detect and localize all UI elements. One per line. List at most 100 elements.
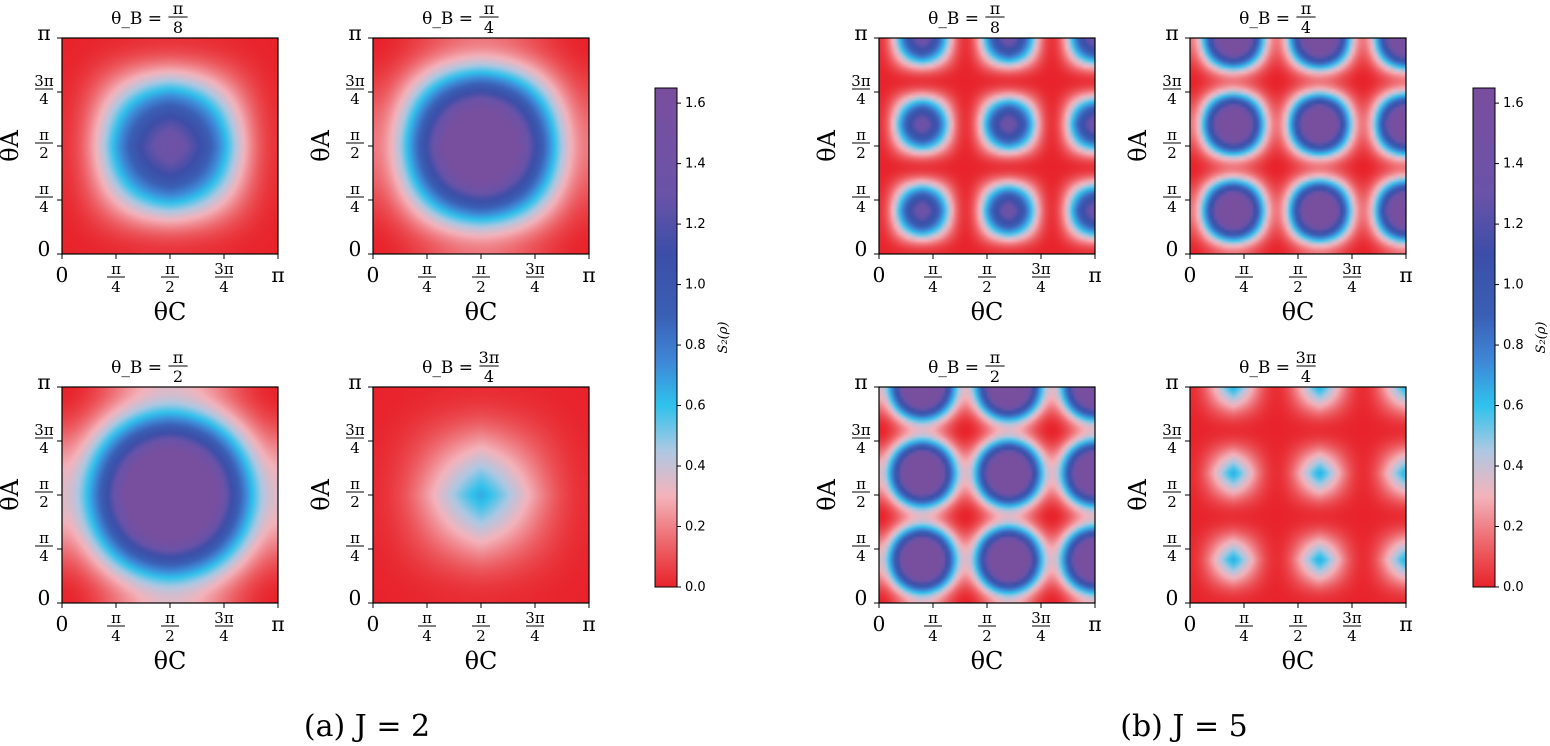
y-tick-label-den: 4 — [39, 198, 49, 216]
y-tick-label-num: 3π — [851, 421, 871, 439]
x-tick-label-val: 0 — [367, 612, 380, 636]
panel-title-lhs: θ_B = — [1239, 358, 1290, 378]
x-tick-label: 3π4 — [214, 260, 234, 296]
x-tick-label: 0 — [873, 612, 886, 636]
x-tick-label-den: 2 — [165, 278, 175, 296]
y-tick-label-num: 3π — [345, 421, 365, 439]
panel-title-lhs: θ_B = — [422, 9, 473, 29]
x-tick-label-den: 4 — [1239, 627, 1249, 645]
panel-title-frac-den: 2 — [990, 367, 1000, 386]
x-tick-label-num: π — [111, 609, 121, 627]
panel-title-frac-num: π — [173, 348, 184, 367]
colorbar-tick-label: 0.2 — [685, 520, 706, 535]
x-tick-label: 0 — [1184, 263, 1197, 287]
y-tick-label: 0 — [855, 237, 868, 261]
y-axis-label: θA — [0, 129, 24, 161]
y-tick-label: 3π4 — [345, 421, 365, 457]
y-tick-label-num: π — [856, 126, 866, 144]
y-tick-label-val: π — [37, 21, 50, 45]
y-tick-label: π — [348, 21, 361, 45]
x-tick-label: π4 — [107, 609, 125, 645]
y-tick-label: π — [854, 370, 867, 394]
y-tick-label: π4 — [1163, 180, 1181, 216]
x-tick-label: π — [1088, 263, 1101, 287]
x-tick-label: π — [582, 263, 595, 287]
y-tick-label: 0 — [38, 237, 51, 261]
caption-b: (b) J = 5 — [1120, 709, 1247, 744]
y-tick-label: 0 — [38, 586, 51, 610]
panel-title-frac: π4 — [1296, 0, 1316, 37]
y-tick-label-val: 0 — [349, 586, 362, 610]
x-axis-label: θC — [1282, 647, 1315, 675]
x-tick-label-val: π — [271, 612, 284, 636]
x-tick-label-num: π — [982, 609, 992, 627]
x-tick-label: 3π4 — [1031, 609, 1051, 645]
y-tick-label-val: π — [37, 370, 50, 394]
panel-title-frac-num: 3π — [479, 348, 500, 367]
x-tick-label-den: 4 — [530, 278, 540, 296]
x-tick-label-num: 3π — [1031, 260, 1051, 278]
x-tick-label-den: 4 — [219, 278, 229, 296]
y-tick-label: π2 — [35, 475, 53, 511]
x-tick-label: π2 — [1289, 609, 1307, 645]
y-tick-label: 3π4 — [34, 421, 54, 457]
x-tick-label-den: 4 — [1347, 278, 1357, 296]
x-tick-label-num: π — [1293, 260, 1303, 278]
y-tick-label: 3π4 — [851, 72, 871, 108]
x-tick-label-num: π — [928, 260, 938, 278]
y-tick-label-den: 4 — [1167, 90, 1177, 108]
x-tick-label: π — [271, 263, 284, 287]
y-tick-label-den: 4 — [856, 547, 866, 565]
x-tick-label-num: π — [476, 260, 486, 278]
y-tick-label: π4 — [852, 529, 870, 565]
y-tick-label-num: π — [39, 126, 49, 144]
y-tick-label-val: π — [1165, 370, 1178, 394]
x-tick-label: π — [1088, 612, 1101, 636]
x-tick-label: π4 — [1235, 260, 1253, 296]
x-tick-label-den: 4 — [422, 627, 432, 645]
y-tick-label: 3π4 — [1162, 421, 1182, 457]
y-tick-label-val: π — [854, 370, 867, 394]
panel-title: θ_B = π8 — [111, 0, 188, 37]
y-tick-label-den: 4 — [350, 90, 360, 108]
y-tick-label-num: π — [39, 529, 49, 547]
colorbar-tick-label: 0.8 — [685, 338, 706, 353]
y-tick-label-den: 4 — [1167, 198, 1177, 216]
y-tick-label-den: 4 — [39, 439, 49, 457]
colorbar-tick-label: 1.4 — [1503, 157, 1524, 172]
y-tick-label-num: π — [1167, 126, 1177, 144]
y-tick-label-val: 0 — [38, 586, 51, 610]
y-tick-label-den: 4 — [350, 198, 360, 216]
x-tick-label-num: 3π — [214, 260, 234, 278]
caption-a: (a) J = 2 — [304, 709, 430, 744]
y-tick-label: π2 — [35, 126, 53, 162]
heatmap-image — [62, 387, 278, 603]
y-tick-label-num: π — [39, 180, 49, 198]
heatmap-image — [373, 38, 589, 254]
y-tick-label-num: π — [856, 180, 866, 198]
colorbar-tick-label: 1.0 — [685, 278, 706, 293]
x-tick-label: 0 — [367, 263, 380, 287]
colorbar-tick-label: 0.2 — [1503, 520, 1524, 535]
panel-title: θ_B = 3π4 — [422, 348, 499, 386]
panel-title-frac-num: π — [990, 348, 1001, 367]
y-tick-label-num: 3π — [1162, 421, 1182, 439]
y-tick-label: 3π4 — [34, 72, 54, 108]
y-tick-label-val: π — [854, 21, 867, 45]
x-tick-label-den: 2 — [982, 278, 992, 296]
y-tick-label-num: π — [1167, 180, 1177, 198]
x-tick-label-den: 2 — [1293, 278, 1303, 296]
y-tick-label-den: 4 — [1167, 439, 1177, 457]
y-tick-label-num: π — [1167, 529, 1177, 547]
x-tick-label-val: π — [1088, 612, 1101, 636]
x-tick-label: π — [582, 612, 595, 636]
y-tick-label-val: 0 — [855, 586, 868, 610]
panel-title-frac: π8 — [168, 0, 188, 37]
heatmap-image — [1190, 387, 1406, 603]
colorbar-label: S₂(ρ) — [716, 322, 731, 354]
x-tick-label-val: 0 — [873, 612, 886, 636]
panel-title-frac: π8 — [985, 0, 1005, 37]
